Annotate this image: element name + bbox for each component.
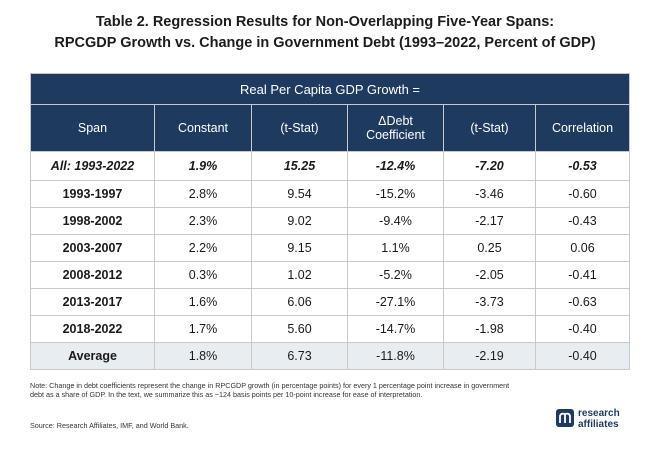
- cell-tstat-constant: 6.06: [251, 288, 348, 316]
- cell-constant: 1.7%: [154, 315, 252, 343]
- cell-debt-coefficient: -5.2%: [347, 261, 444, 289]
- header-debt-coefficient: ΔDebt Coefficient: [347, 104, 444, 152]
- logo-line-1: research: [578, 408, 620, 419]
- research-affiliates-mark-icon: [556, 409, 574, 427]
- cell-correlation: 0.06: [534, 234, 631, 262]
- logo-text: research affiliates: [578, 408, 620, 430]
- table-row: 1998-2002 2.3% 9.02 -9.4% -2.17 -0.43: [30, 207, 631, 235]
- cell-span: 2008-2012: [30, 261, 155, 289]
- cell-span: All: 1993-2022: [30, 151, 155, 181]
- table-row: 2013-2017 1.6% 6.06 -27.1% -3.73 -0.63: [30, 288, 631, 316]
- cell-correlation: -0.63: [534, 288, 631, 316]
- table-title: Table 2. Regression Results for Non-Over…: [0, 12, 650, 54]
- cell-tstat-debt: -2.05: [443, 261, 536, 289]
- cell-constant: 0.3%: [154, 261, 252, 289]
- cell-debt-coefficient: -15.2%: [347, 180, 444, 208]
- title-line-1: Table 2. Regression Results for Non-Over…: [95, 14, 555, 30]
- cell-span: 2013-2017: [30, 288, 155, 316]
- cell-debt-coefficient: -9.4%: [347, 207, 444, 235]
- cell-constant: 1.9%: [154, 151, 252, 181]
- cell-span: 2018-2022: [30, 315, 155, 343]
- cell-span: 1998-2002: [30, 207, 155, 235]
- cell-debt-coefficient: -12.4%: [347, 151, 444, 181]
- group-header: Real Per Capita GDP Growth =: [29, 73, 631, 105]
- cell-tstat-constant: 15.25: [251, 151, 348, 181]
- cell-tstat-debt: -2.19: [443, 342, 536, 370]
- logo-line-2: affiliates: [578, 419, 619, 430]
- cell-debt-coefficient: -14.7%: [347, 315, 444, 343]
- cell-constant: 2.3%: [154, 207, 252, 235]
- cell-tstat-constant: 9.54: [251, 180, 348, 208]
- table-note: Note: Change in debt coefficients repres…: [30, 381, 510, 399]
- header-debt-line2: Coefficient: [366, 128, 425, 142]
- cell-debt-coefficient: -11.8%: [347, 342, 444, 370]
- cell-span: 1993-1997: [30, 180, 155, 208]
- header-tstat-debt: (t-Stat): [443, 104, 536, 152]
- cell-correlation: -0.40: [534, 342, 631, 370]
- cell-tstat-debt: -7.20: [443, 151, 536, 181]
- header-debt-line1: ΔDebt: [378, 114, 413, 128]
- cell-correlation: -0.43: [534, 207, 631, 235]
- research-affiliates-logo: research affiliates: [556, 406, 636, 432]
- cell-constant: 2.2%: [154, 234, 252, 262]
- cell-span: Average: [30, 342, 155, 370]
- title-line-2: RPCGDP Growth vs. Change in Government D…: [54, 35, 596, 51]
- cell-span: 2003-2007: [30, 234, 155, 262]
- table-row: 2003-2007 2.2% 9.15 1.1% 0.25 0.06: [30, 234, 631, 262]
- table-row: 2018-2022 1.7% 5.60 -14.7% -1.98 -0.40: [30, 315, 631, 343]
- source-line: Source: Research Affiliates, IMF, and Wo…: [30, 421, 189, 430]
- cell-tstat-constant: 1.02: [251, 261, 348, 289]
- cell-tstat-debt: -3.73: [443, 288, 536, 316]
- header-correlation: Correlation: [534, 104, 631, 152]
- cell-correlation: -0.60: [534, 180, 631, 208]
- cell-tstat-debt: -2.17: [443, 207, 536, 235]
- cell-tstat-debt: 0.25: [443, 234, 536, 262]
- regression-table: Real Per Capita GDP Growth = Span Consta…: [29, 73, 631, 370]
- cell-tstat-debt: -1.98: [443, 315, 536, 343]
- header-constant: Constant: [154, 104, 252, 152]
- cell-constant: 1.6%: [154, 288, 252, 316]
- cell-constant: 2.8%: [154, 180, 252, 208]
- table-row: 2008-2012 0.3% 1.02 -5.2% -2.05 -0.41: [30, 261, 631, 289]
- cell-debt-coefficient: 1.1%: [347, 234, 444, 262]
- table-row-average: Average 1.8% 6.73 -11.8% -2.19 -0.40: [30, 342, 631, 370]
- cell-correlation: -0.53: [534, 151, 631, 181]
- header-tstat-constant: (t-Stat): [251, 104, 348, 152]
- table-row: 1993-1997 2.8% 9.54 -15.2% -3.46 -0.60: [30, 180, 631, 208]
- table-row-all: All: 1993-2022 1.9% 15.25 -12.4% -7.20 -…: [30, 151, 631, 181]
- cell-tstat-constant: 9.15: [251, 234, 348, 262]
- cell-constant: 1.8%: [154, 342, 252, 370]
- cell-debt-coefficient: -27.1%: [347, 288, 444, 316]
- cell-tstat-constant: 6.73: [251, 342, 348, 370]
- cell-tstat-constant: 5.60: [251, 315, 348, 343]
- cell-correlation: -0.40: [534, 315, 631, 343]
- cell-tstat-debt: -3.46: [443, 180, 536, 208]
- cell-tstat-constant: 9.02: [251, 207, 348, 235]
- header-span: Span: [30, 104, 155, 152]
- cell-correlation: -0.41: [534, 261, 631, 289]
